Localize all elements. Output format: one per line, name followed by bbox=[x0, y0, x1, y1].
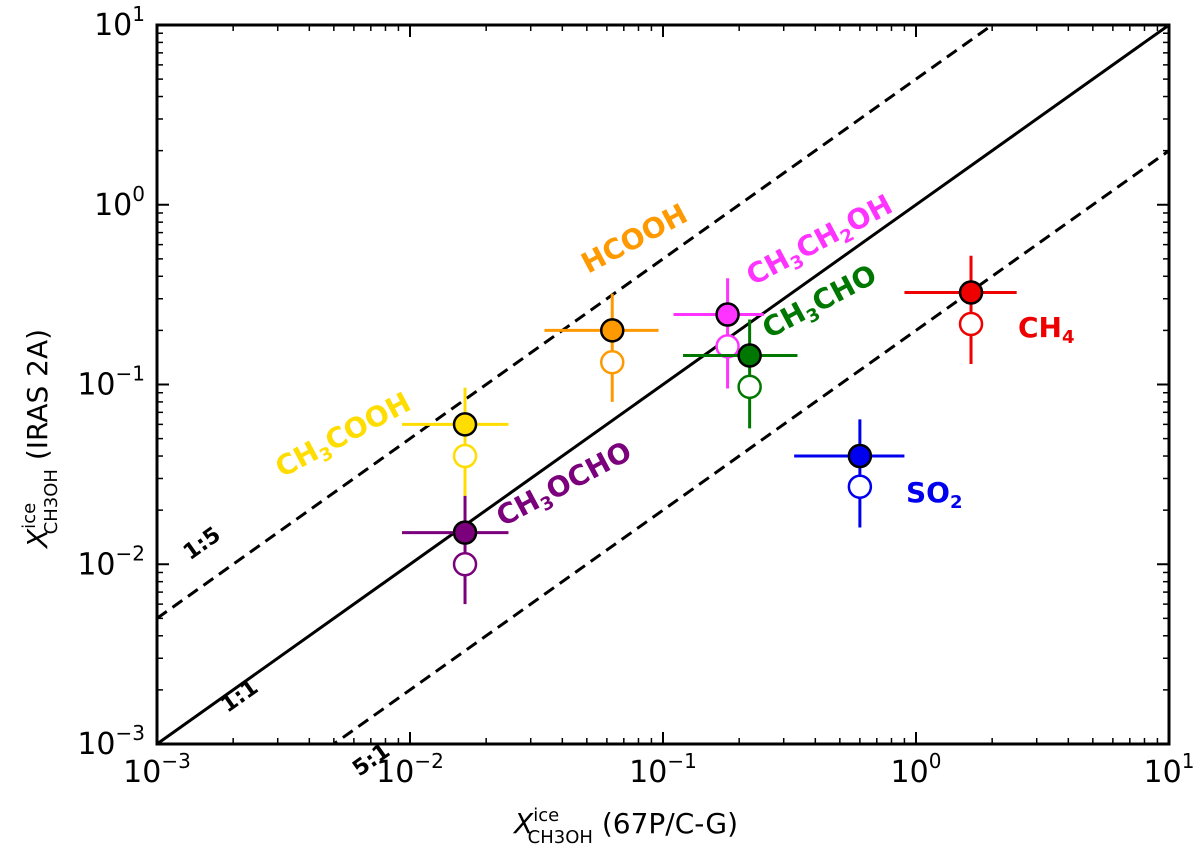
ratio-line-5-1 bbox=[331, 149, 1169, 744]
ch3cho-open-marker bbox=[737, 374, 762, 400]
series-ch3cooh bbox=[402, 387, 509, 496]
y-tick-label: 100 bbox=[94, 182, 145, 223]
ch3cho-filled-marker bbox=[737, 343, 762, 368]
series-ch3cho bbox=[683, 319, 798, 429]
label-so2: SO2 bbox=[906, 476, 963, 513]
ch3ch2oh-open-marker bbox=[715, 334, 740, 359]
x-tick-label: 10−2 bbox=[376, 749, 444, 790]
hcooh-open-marker bbox=[599, 349, 625, 375]
ratio-line-1-1 bbox=[157, 25, 1169, 744]
so2-filled-marker bbox=[847, 443, 873, 469]
so2-open-marker bbox=[847, 474, 873, 499]
ch4-filled-marker bbox=[958, 280, 984, 305]
ch3ch2oh-filled-marker bbox=[715, 302, 740, 327]
series-so2 bbox=[794, 419, 905, 528]
x-tick-label: 101 bbox=[1144, 749, 1195, 790]
ch3ocho-open-marker bbox=[452, 552, 478, 577]
y-axis-title: XiceCH3OH (IRAS 2A) bbox=[19, 329, 62, 550]
ch3cooh-open-marker bbox=[452, 443, 478, 469]
x-axis-title: Xice CH3OH (67P/C-G) bbox=[512, 805, 738, 848]
plot-frame bbox=[155, 23, 1171, 746]
y-tick-label: 10−1 bbox=[77, 362, 145, 403]
x-tick-label: 10−3 bbox=[123, 749, 191, 790]
ch4-open-marker bbox=[958, 311, 984, 337]
series-ch3ocho bbox=[402, 495, 509, 605]
ch3cooh-filled-marker bbox=[452, 412, 478, 437]
y-tick-label: 10−2 bbox=[77, 541, 145, 582]
series-ch3ch2oh bbox=[673, 278, 764, 389]
y-tick-label: 101 bbox=[94, 2, 145, 43]
y-tick-label: 10−3 bbox=[77, 721, 145, 762]
x-tick-label: 100 bbox=[891, 749, 942, 790]
series-ch4 bbox=[904, 255, 1017, 365]
hcooh-filled-marker bbox=[599, 318, 625, 343]
label-ch4: CH4 bbox=[1018, 311, 1075, 348]
x-tick-label: 10−1 bbox=[629, 749, 697, 790]
ch3ocho-filled-marker bbox=[452, 520, 478, 545]
series-hcooh bbox=[544, 293, 659, 402]
